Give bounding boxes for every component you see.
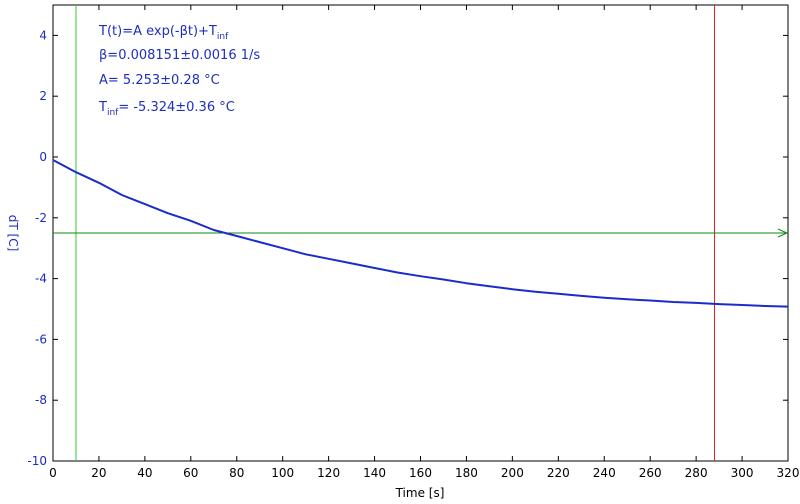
annotation-beta: β=0.008151±0.0016 1/s: [99, 48, 260, 63]
x-axis: 0 20 40 60 80 100 120 140 160 180 200 220 240 260 280 3…: [49, 5, 799, 480]
x-tick-label: 0: [49, 466, 57, 480]
x-axis-label: Time [s]: [395, 486, 445, 500]
y-tick-label: -6: [35, 332, 47, 346]
x-tick-label: 80: [229, 466, 244, 480]
x-tick-label: 320: [777, 466, 800, 480]
y-tick-label: 2: [39, 89, 47, 103]
fit-markers: [53, 5, 789, 461]
x-tick-label: 280: [685, 466, 708, 480]
annotation-tinf-subscript: inf: [107, 108, 119, 118]
x-tick-label: 260: [639, 466, 662, 480]
x-tick-label: 200: [501, 466, 524, 480]
x-tick-label: 300: [731, 466, 754, 480]
y-tick-label: 4: [39, 28, 47, 42]
asymptote-arrowhead: [777, 228, 789, 238]
x-tick-label: 140: [363, 466, 386, 480]
annotation-amplitude: A= 5.253±0.28 °C: [99, 73, 220, 88]
y-tick-label: -4: [35, 272, 47, 286]
series-group: [52, 159, 789, 308]
annotation-equation-subscript: inf: [217, 32, 229, 42]
x-tick-label: 20: [91, 466, 106, 480]
annotation-equation: T(t)=A exp(-βt)+Tinf: [98, 24, 229, 42]
x-tick-label: 60: [183, 466, 198, 480]
x-tick-label: 240: [593, 466, 616, 480]
x-tick-label: 220: [547, 466, 570, 480]
x-tick-label: 40: [137, 466, 152, 480]
y-tick-label: 0: [39, 150, 47, 164]
x-tick-label: 160: [409, 466, 432, 480]
x-tick-label: 120: [317, 466, 340, 480]
x-tick-label: 100: [271, 466, 294, 480]
y-tick-label: -10: [27, 454, 47, 468]
y-tick-label: -2: [35, 211, 47, 225]
data-series-line: [52, 159, 789, 308]
x-tick-label: 180: [455, 466, 478, 480]
annotation-tinf: Tinf= -5.324±0.36 °C: [98, 100, 235, 118]
y-tick-label: -8: [35, 393, 47, 407]
y-axis-label: dT [C]: [6, 215, 20, 252]
y-axis: 4 2 0 -2 -4 -6 -8 -10: [27, 28, 788, 468]
